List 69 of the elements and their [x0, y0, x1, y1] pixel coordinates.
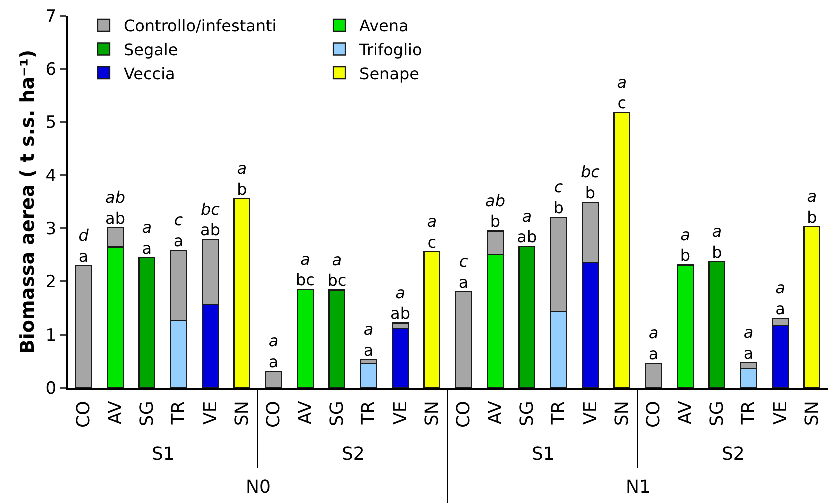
data-label: a b — [680, 225, 691, 266]
y-tick-label: 7 — [46, 6, 57, 27]
y-tick-label: 0 — [46, 378, 57, 399]
x-tick-label: SG — [707, 401, 728, 427]
legend-label: Segale — [124, 40, 178, 60]
data-label: a a — [776, 278, 786, 318]
data-label: a a — [364, 320, 374, 360]
x-tick-label: SN — [422, 401, 444, 426]
y-tick-label: 1 — [46, 326, 57, 346]
text: S1 — [532, 444, 555, 465]
x-tick-label: SG — [137, 401, 158, 427]
text: S2 — [722, 444, 745, 465]
text: S1 — [152, 444, 175, 465]
data-label: a b — [807, 187, 818, 227]
x-tick-label: CO — [454, 401, 475, 428]
y-axis-title: Biomassa aerea ( t s.s. ha⁻¹) — [17, 50, 40, 354]
x-tick-label: TR — [548, 401, 570, 426]
x-tick-label: SN — [612, 401, 634, 426]
x-tick-label: TR — [168, 401, 190, 426]
data-label: a c — [427, 212, 438, 252]
x-tick-label: CO — [644, 401, 665, 428]
data-label: bc b — [581, 162, 600, 203]
x-tick-label: AV — [485, 400, 506, 425]
x-tick-label: SN — [232, 401, 254, 426]
x-tick-label: VE — [770, 401, 792, 425]
data-label: a a — [648, 324, 659, 364]
x-tick-label: VE — [580, 401, 602, 425]
data-label: a ab — [390, 283, 410, 324]
y-tick-label: 3 — [46, 220, 57, 240]
data-label: c a — [174, 210, 184, 250]
data-label: d a — [78, 226, 90, 266]
data-label: bc ab — [200, 200, 220, 240]
legend-label: Senape — [360, 64, 420, 84]
data-label: ab b — [486, 191, 506, 232]
data-label: c a — [458, 252, 469, 292]
y-tick-label: 5 — [46, 113, 57, 134]
x-tick-label: VE — [390, 401, 412, 425]
data-label: ab ab — [106, 188, 126, 228]
x-tick-label: TR — [738, 401, 760, 426]
x-tick-label: SG — [517, 401, 538, 427]
x-tick-label: CO — [74, 401, 95, 428]
x-tick-label: AV — [675, 400, 696, 425]
data-label: a a — [268, 332, 279, 372]
x-tick-label: TR — [358, 401, 380, 426]
legend-label: Veccia — [124, 64, 176, 84]
text: N0 — [246, 477, 271, 498]
x-tick-label: SG — [327, 401, 348, 427]
data-label: a ab — [517, 206, 538, 247]
y-tick-label: 4 — [46, 166, 57, 186]
legend-label: Trifoglio — [358, 40, 422, 60]
data-label: a bc — [296, 250, 315, 290]
y-tick-label: 6 — [46, 60, 57, 80]
data-label: a a — [142, 218, 152, 258]
legend-label: Controllo/infestanti — [124, 16, 277, 36]
data-label: a a — [744, 323, 754, 364]
data-label: a bc — [328, 250, 347, 290]
data-label: a b — [712, 222, 722, 262]
text: S2 — [342, 444, 365, 465]
y-tick-label: 2 — [46, 272, 57, 293]
x-tick-label: AV — [295, 400, 316, 425]
x-tick-label: SN — [802, 401, 824, 426]
data-label: c b — [554, 178, 564, 218]
data-label: a c — [617, 72, 628, 113]
legend-label: Avena — [360, 16, 409, 36]
data-label: a b — [237, 159, 248, 199]
text: N1 — [626, 477, 651, 498]
x-tick-label: AV — [105, 400, 126, 425]
x-tick-label: VE — [200, 401, 222, 425]
x-tick-label: CO — [264, 401, 285, 428]
